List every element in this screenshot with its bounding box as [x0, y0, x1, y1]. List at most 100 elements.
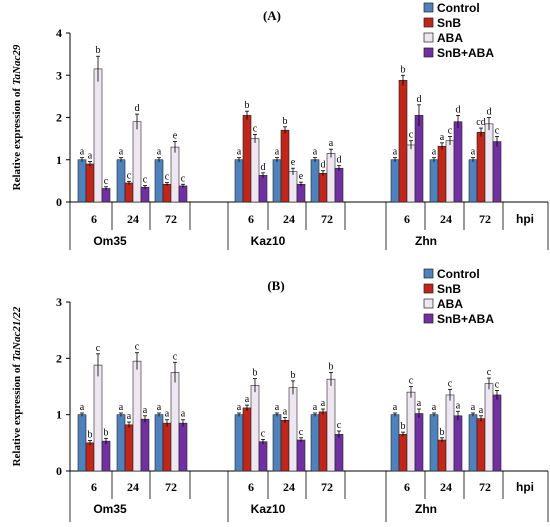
panel-title: (B)	[267, 278, 284, 293]
significance-letter: c	[487, 367, 492, 378]
group-label: Kaz10	[251, 502, 286, 516]
bar	[140, 418, 150, 472]
significance-letter: a	[471, 402, 476, 413]
bar	[445, 394, 455, 472]
significance-letter: d	[337, 155, 342, 166]
legend-swatch	[423, 47, 434, 58]
bar	[250, 138, 260, 203]
x-tick-label: 6	[91, 212, 97, 226]
significance-letter: a	[165, 409, 170, 420]
significance-letter: a	[456, 400, 461, 411]
significance-letter: a	[313, 402, 318, 413]
significance-letter: c	[143, 175, 148, 186]
legend-label: SnB	[437, 282, 461, 296]
y-tick-label: 1	[56, 153, 62, 167]
significance-letter: a	[237, 147, 242, 158]
bar	[476, 418, 486, 472]
y-tick-label: 0	[56, 464, 62, 478]
y-axis-label: Relative expression of TaNac21/22	[11, 306, 23, 466]
significance-letter: c	[337, 420, 342, 431]
legend-label: SnB+ABA	[437, 46, 494, 60]
legend-swatch	[423, 2, 434, 13]
y-axis-label-gene: TaNac29	[11, 44, 23, 85]
x-tick-label: 6	[404, 480, 410, 494]
bar	[326, 153, 336, 203]
significance-letter: a	[275, 402, 280, 413]
bar	[234, 414, 244, 472]
bar	[77, 414, 87, 472]
significance-letter: a	[119, 402, 124, 413]
bar	[154, 159, 164, 203]
significance-letter: a	[440, 132, 445, 143]
significance-letter: c	[409, 130, 414, 141]
bar	[398, 80, 408, 203]
y-tick-label: 3	[56, 68, 62, 82]
bar	[132, 360, 142, 472]
bar	[288, 171, 298, 203]
bar	[334, 167, 344, 203]
significance-letter: a	[157, 402, 162, 413]
group-label: Zhn	[415, 234, 437, 248]
significance-letter: a	[471, 147, 476, 158]
bar	[414, 115, 424, 203]
significance-letter: a	[329, 138, 334, 149]
significance-letter: a	[143, 405, 148, 416]
significance-letter: d	[321, 160, 326, 171]
x-tick-label: 24	[440, 212, 452, 226]
significance-letter: a	[275, 147, 280, 158]
significance-letter: c	[127, 170, 132, 181]
significance-letter: c	[448, 378, 453, 389]
significance-letter: c	[448, 126, 453, 137]
x-tick-label: 24	[127, 480, 139, 494]
significance-letter: b	[401, 421, 406, 432]
bar	[326, 378, 336, 472]
group-label: Om35	[93, 502, 127, 516]
y-tick-label: 2	[56, 111, 62, 125]
bar	[93, 364, 103, 472]
y-tick-label: 4	[56, 26, 62, 40]
y-tick-label: 2	[56, 351, 62, 365]
bar	[296, 439, 306, 472]
significance-letter: e	[173, 131, 178, 142]
x-tick-label: 72	[479, 212, 491, 226]
significance-letter: a	[237, 402, 242, 413]
bar	[250, 385, 260, 472]
significance-letter: c	[104, 176, 109, 187]
y-axis-label: Relative expression of TaNac29	[11, 44, 23, 190]
bar	[132, 121, 142, 203]
significance-letter: a	[479, 405, 484, 416]
bar	[484, 123, 494, 203]
bar	[288, 387, 298, 472]
significance-letter: c	[409, 376, 414, 387]
significance-letter: d	[487, 107, 492, 118]
significance-letter: a	[80, 147, 85, 158]
legend-swatch	[423, 17, 434, 28]
significance-letter: d	[456, 104, 461, 115]
bar	[437, 145, 447, 203]
bar	[85, 163, 95, 203]
x-tick-label: 6	[91, 480, 97, 494]
bar	[116, 414, 126, 472]
bar	[124, 182, 134, 203]
legend-label: ABA	[437, 297, 463, 311]
bar	[101, 188, 111, 203]
y-tick-label: 3	[56, 295, 62, 309]
significance-letter: a	[417, 398, 422, 409]
bar	[318, 411, 328, 472]
x-tick-label: 72	[479, 480, 491, 494]
bar	[390, 159, 400, 203]
legend-label: Control	[437, 1, 480, 15]
significance-letter: e	[291, 157, 296, 168]
x-tick-label: 72	[165, 212, 177, 226]
bar	[162, 183, 172, 203]
significance-letter: a	[432, 402, 437, 413]
significance-letter: c	[96, 343, 101, 354]
significance-letter: a	[245, 394, 250, 405]
bar	[280, 419, 290, 472]
significance-letter: c	[253, 123, 258, 134]
significance-letter: d	[135, 103, 140, 114]
significance-letter: b	[104, 427, 109, 438]
y-axis-label-text: Relative expression of	[11, 361, 23, 466]
significance-letter: d	[261, 162, 266, 173]
